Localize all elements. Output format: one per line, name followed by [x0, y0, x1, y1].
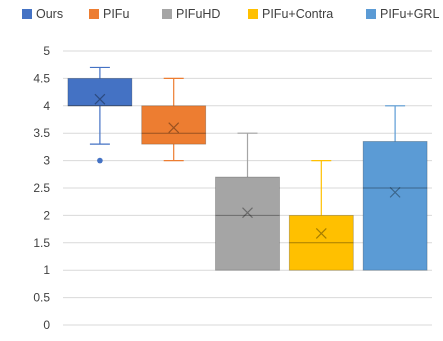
- mean-marker: [94, 93, 106, 105]
- legend-label: PIFuHD: [176, 7, 220, 21]
- legend: Ours PIFu PIFuHD PIFu+Contra PIFu+GRL: [22, 7, 439, 21]
- box-pifu-contra: [288, 160, 354, 271]
- legend-swatch-pifu-contra: [248, 9, 258, 19]
- box-body: [141, 105, 207, 145]
- box-pifu-grl: [362, 105, 428, 271]
- y-tick-label: 5: [43, 44, 50, 58]
- box-pifuhd: [215, 132, 280, 271]
- y-axis: 0 0.5 1 1.5 2 2.5 3 3.5 4 4.5 5: [33, 44, 50, 332]
- mean-marker: [389, 186, 401, 198]
- plot-area: [67, 66, 428, 271]
- y-tick-label: 0.5: [33, 291, 50, 305]
- box-body: [67, 78, 133, 107]
- box-body: [362, 141, 428, 271]
- box-pifu: [141, 77, 207, 162]
- legend-label: Ours: [36, 7, 63, 21]
- legend-label: PIFu+GRL: [380, 7, 439, 21]
- box-body: [215, 176, 280, 271]
- y-tick-label: 0: [43, 318, 50, 332]
- y-tick-label: 3.5: [33, 126, 50, 140]
- y-tick-label: 4: [43, 99, 50, 113]
- legend-swatch-ours: [22, 9, 32, 19]
- legend-swatch-pifuhd: [162, 9, 172, 19]
- box-ours: [67, 66, 133, 164]
- legend-label: PIFu+Contra: [262, 7, 333, 21]
- mean-marker: [315, 228, 327, 239]
- y-tick-label: 2: [43, 208, 50, 222]
- y-tick-label: 4.5: [33, 71, 50, 85]
- legend-swatch-pifu-grl: [366, 9, 376, 19]
- mean-marker: [168, 122, 180, 134]
- y-tick-label: 2.5: [33, 181, 50, 195]
- legend-swatch-pifu: [89, 9, 99, 19]
- y-tick-label: 3: [43, 154, 50, 168]
- legend-label: PIFu: [103, 7, 129, 21]
- y-tick-label: 1.5: [33, 236, 50, 250]
- y-tick-label: 1: [43, 263, 50, 277]
- mean-marker: [242, 207, 253, 219]
- box-body: [288, 214, 354, 271]
- outlier-point: [97, 157, 103, 164]
